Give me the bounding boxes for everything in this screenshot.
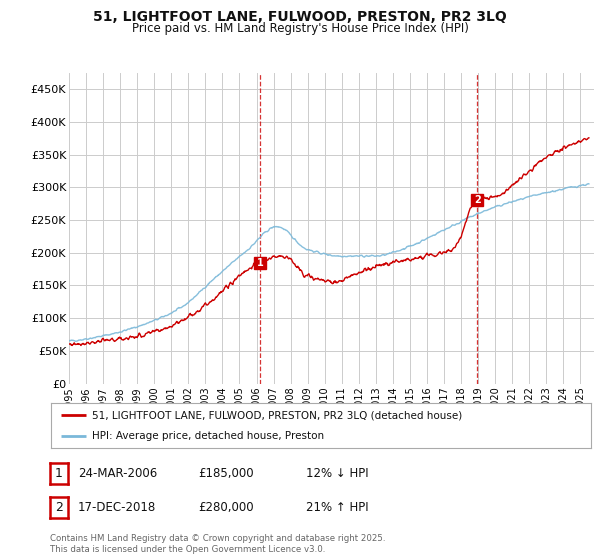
- Text: 51, LIGHTFOOT LANE, FULWOOD, PRESTON, PR2 3LQ (detached house): 51, LIGHTFOOT LANE, FULWOOD, PRESTON, PR…: [91, 410, 462, 421]
- Text: 12% ↓ HPI: 12% ↓ HPI: [306, 467, 368, 480]
- Text: HPI: Average price, detached house, Preston: HPI: Average price, detached house, Pres…: [91, 431, 323, 441]
- Text: 51, LIGHTFOOT LANE, FULWOOD, PRESTON, PR2 3LQ: 51, LIGHTFOOT LANE, FULWOOD, PRESTON, PR…: [93, 10, 507, 24]
- Text: 21% ↑ HPI: 21% ↑ HPI: [306, 501, 368, 514]
- Text: 24-MAR-2006: 24-MAR-2006: [78, 467, 157, 480]
- Text: 1: 1: [257, 258, 264, 268]
- Text: £185,000: £185,000: [198, 467, 254, 480]
- Text: 2: 2: [55, 501, 63, 514]
- Text: Price paid vs. HM Land Registry's House Price Index (HPI): Price paid vs. HM Land Registry's House …: [131, 22, 469, 35]
- Text: 1: 1: [55, 467, 63, 480]
- Text: 17-DEC-2018: 17-DEC-2018: [78, 501, 156, 514]
- Text: Contains HM Land Registry data © Crown copyright and database right 2025.
This d: Contains HM Land Registry data © Crown c…: [50, 534, 385, 554]
- Text: 2: 2: [474, 195, 481, 206]
- Text: £280,000: £280,000: [198, 501, 254, 514]
